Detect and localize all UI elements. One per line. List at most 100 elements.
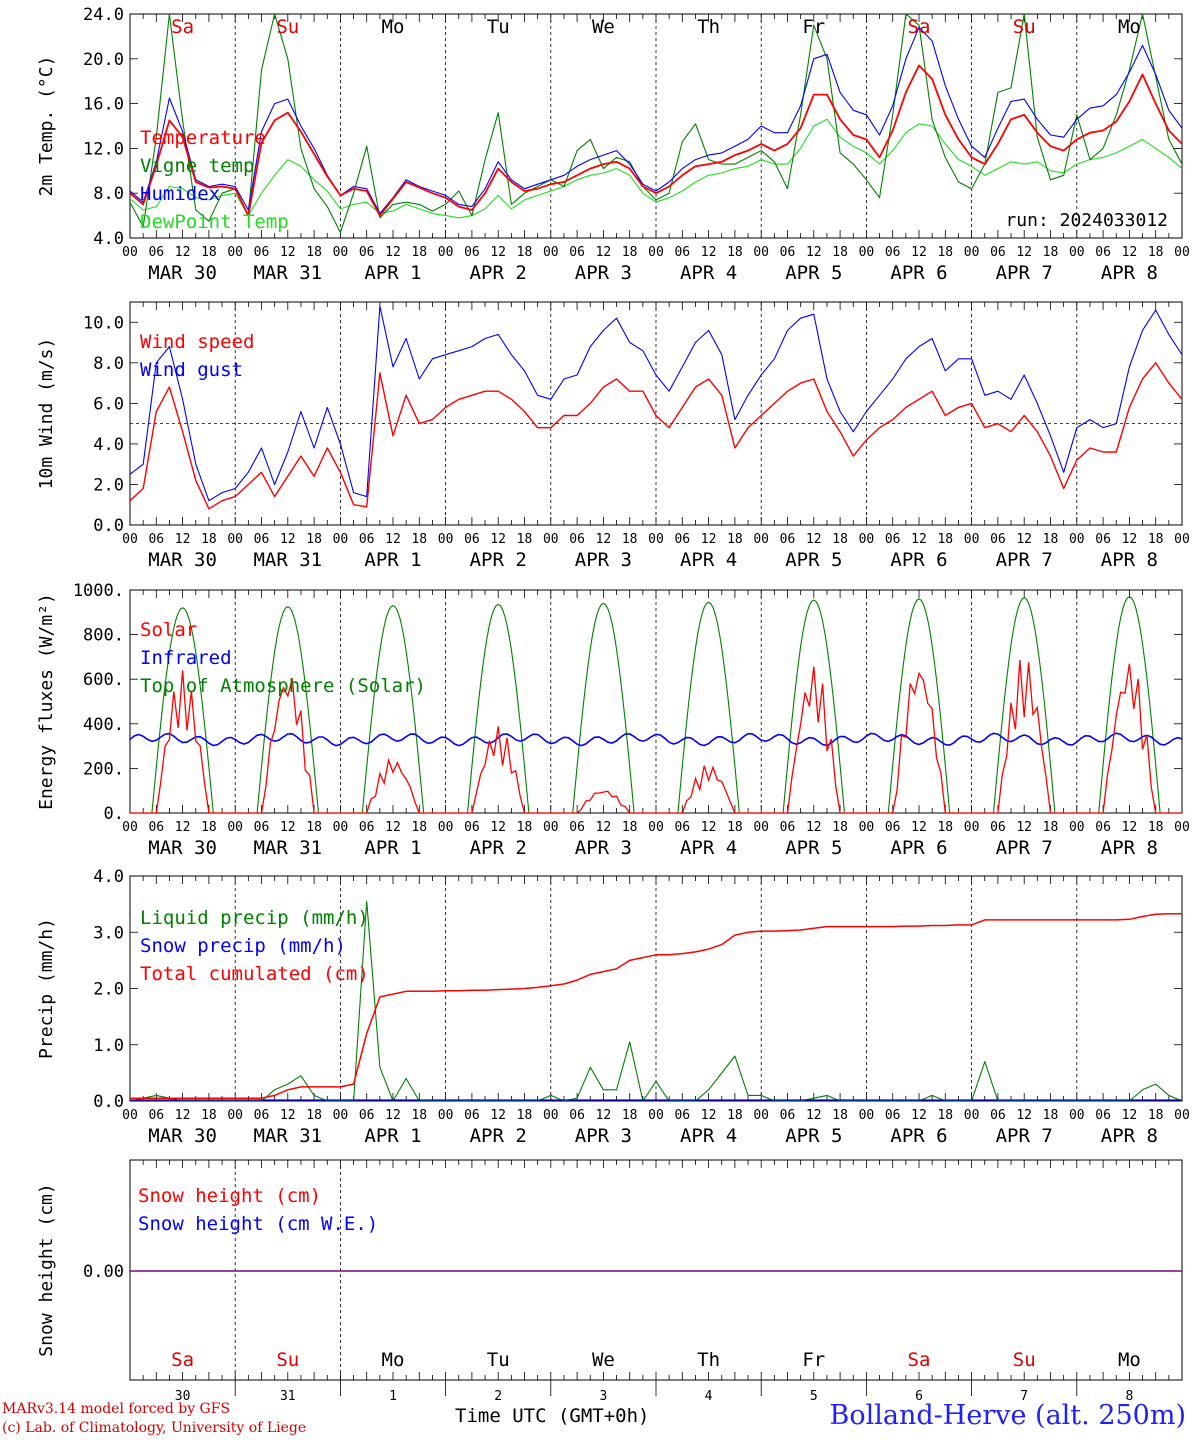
hour-tick-label: 00 [1174, 532, 1190, 547]
hour-tick-label: 00 [122, 1108, 138, 1123]
hour-tick-label: 06 [254, 245, 270, 260]
y-axis-label: Precip (mm/h) [36, 918, 57, 1059]
legend-entry: Wind gust [140, 359, 243, 381]
series-liquid-precip [130, 900, 1182, 1101]
hour-tick-label: 00 [333, 532, 349, 547]
hour-tick-label: 18 [727, 245, 743, 260]
hour-tick-label: 00 [1069, 532, 1085, 547]
day-number-label: 6 [915, 1389, 923, 1404]
day-number-label: 1 [389, 1389, 397, 1404]
hour-tick-label: 12 [385, 245, 401, 260]
hour-tick-label: 12 [1016, 820, 1032, 835]
series-infrared [130, 732, 1182, 747]
y-tick-label: 200. [83, 759, 124, 779]
hour-tick-label: 00 [1174, 1108, 1190, 1123]
day-label: APR 8 [1101, 262, 1158, 284]
station-name: Bolland-Herve (alt. 250m) [829, 1400, 1186, 1431]
y-tick-label: 1.0 [93, 1036, 124, 1056]
hour-tick-label: 00 [648, 245, 664, 260]
hour-tick-label: 00 [753, 1108, 769, 1123]
weekday-label: Mo [1118, 1349, 1141, 1371]
y-axis-label: Energy fluxes (W/m²) [36, 593, 57, 810]
day-label: APR 2 [470, 262, 527, 284]
hour-tick-label: 12 [1122, 532, 1138, 547]
y-tick-label: 0. [104, 804, 124, 824]
hour-tick-label: 06 [359, 820, 375, 835]
y-tick-label: 3.0 [93, 923, 124, 943]
hour-tick-label: 12 [701, 820, 717, 835]
hour-tick-label: 00 [1069, 1108, 1085, 1123]
day-label: APR 3 [575, 1125, 632, 1147]
hour-tick-label: 06 [148, 1108, 164, 1123]
hour-tick-label: 18 [832, 532, 848, 547]
hour-tick-label: 12 [1016, 1108, 1032, 1123]
hour-tick-label: 18 [1148, 245, 1164, 260]
day-label: APR 1 [364, 262, 421, 284]
hour-tick-label: 00 [227, 245, 243, 260]
hour-tick-label: 00 [964, 820, 980, 835]
hour-tick-label: 00 [859, 820, 875, 835]
hour-tick-label: 12 [596, 820, 612, 835]
hour-tick-label: 12 [911, 532, 927, 547]
hour-tick-label: 00 [1069, 245, 1085, 260]
hour-tick-label: 00 [333, 1108, 349, 1123]
hour-tick-label: 06 [1095, 532, 1111, 547]
y-tick-label: 1000. [73, 581, 124, 601]
day-label: APR 1 [364, 1125, 421, 1147]
hour-tick-label: 18 [622, 532, 638, 547]
hour-tick-label: 00 [964, 1108, 980, 1123]
series-toa-solar [130, 596, 1182, 813]
hour-tick-label: 18 [306, 532, 322, 547]
hour-tick-label: 18 [201, 532, 217, 547]
hour-tick-label: 18 [1043, 820, 1059, 835]
hour-tick-label: 18 [727, 1108, 743, 1123]
hour-tick-label: 18 [411, 820, 427, 835]
hour-tick-label: 12 [1122, 1108, 1138, 1123]
legend-entry: Humidex [140, 183, 220, 205]
hour-tick-label: 18 [201, 245, 217, 260]
hour-tick-label: 00 [122, 820, 138, 835]
weekday-label: Th [697, 1349, 720, 1371]
hour-tick-label: 18 [306, 245, 322, 260]
hour-tick-label: 06 [674, 532, 690, 547]
day-label: APR 5 [785, 262, 842, 284]
hour-tick-label: 12 [806, 1108, 822, 1123]
hour-tick-label: 18 [517, 820, 533, 835]
day-label: APR 6 [890, 549, 947, 571]
hour-tick-label: 00 [333, 820, 349, 835]
hour-tick-label: 06 [359, 532, 375, 547]
y-tick-label: 800. [83, 626, 124, 646]
hour-tick-label: 00 [1174, 820, 1190, 835]
hour-tick-label: 12 [1122, 820, 1138, 835]
day-number-label: 31 [280, 1389, 296, 1404]
legend-entry: Snow height (cm) [138, 1185, 321, 1207]
hour-tick-label: 12 [175, 1108, 191, 1123]
y-tick-label: 8.0 [93, 354, 124, 374]
series-temperature [130, 64, 1182, 217]
hour-tick-label: 12 [701, 245, 717, 260]
series-total-cumulated [130, 912, 1182, 1099]
legend-entry: Liquid precip (mm/h) [140, 907, 369, 929]
legend-entry: Top of Atmosphere (Solar) [140, 675, 426, 697]
day-number-label: 4 [705, 1389, 713, 1404]
weekday-label: Fr [802, 16, 825, 38]
hour-tick-label: 06 [885, 820, 901, 835]
wind-lines [130, 305, 1182, 510]
day-label: APR 7 [996, 549, 1053, 571]
day-label: MAR 31 [253, 837, 322, 859]
hour-tick-label: 06 [885, 1108, 901, 1123]
hour-tick-label: 18 [411, 245, 427, 260]
hour-tick-label: 06 [1095, 245, 1111, 260]
day-label: MAR 31 [253, 549, 322, 571]
y-tick-label: 0.0 [93, 516, 124, 536]
day-number-label: 5 [810, 1389, 818, 1404]
day-label: APR 3 [575, 549, 632, 571]
day-label: APR 2 [470, 549, 527, 571]
hour-tick-label: 18 [727, 820, 743, 835]
hour-tick-label: 12 [806, 532, 822, 547]
hour-tick-label: 18 [1043, 1108, 1059, 1123]
hour-tick-label: 06 [464, 1108, 480, 1123]
hour-tick-label: 18 [517, 245, 533, 260]
panel-2: 0.0 2.0 4.0 6.0 8.0 10.0 10m Wind (m/s) Wind sp… [36, 301, 1190, 571]
